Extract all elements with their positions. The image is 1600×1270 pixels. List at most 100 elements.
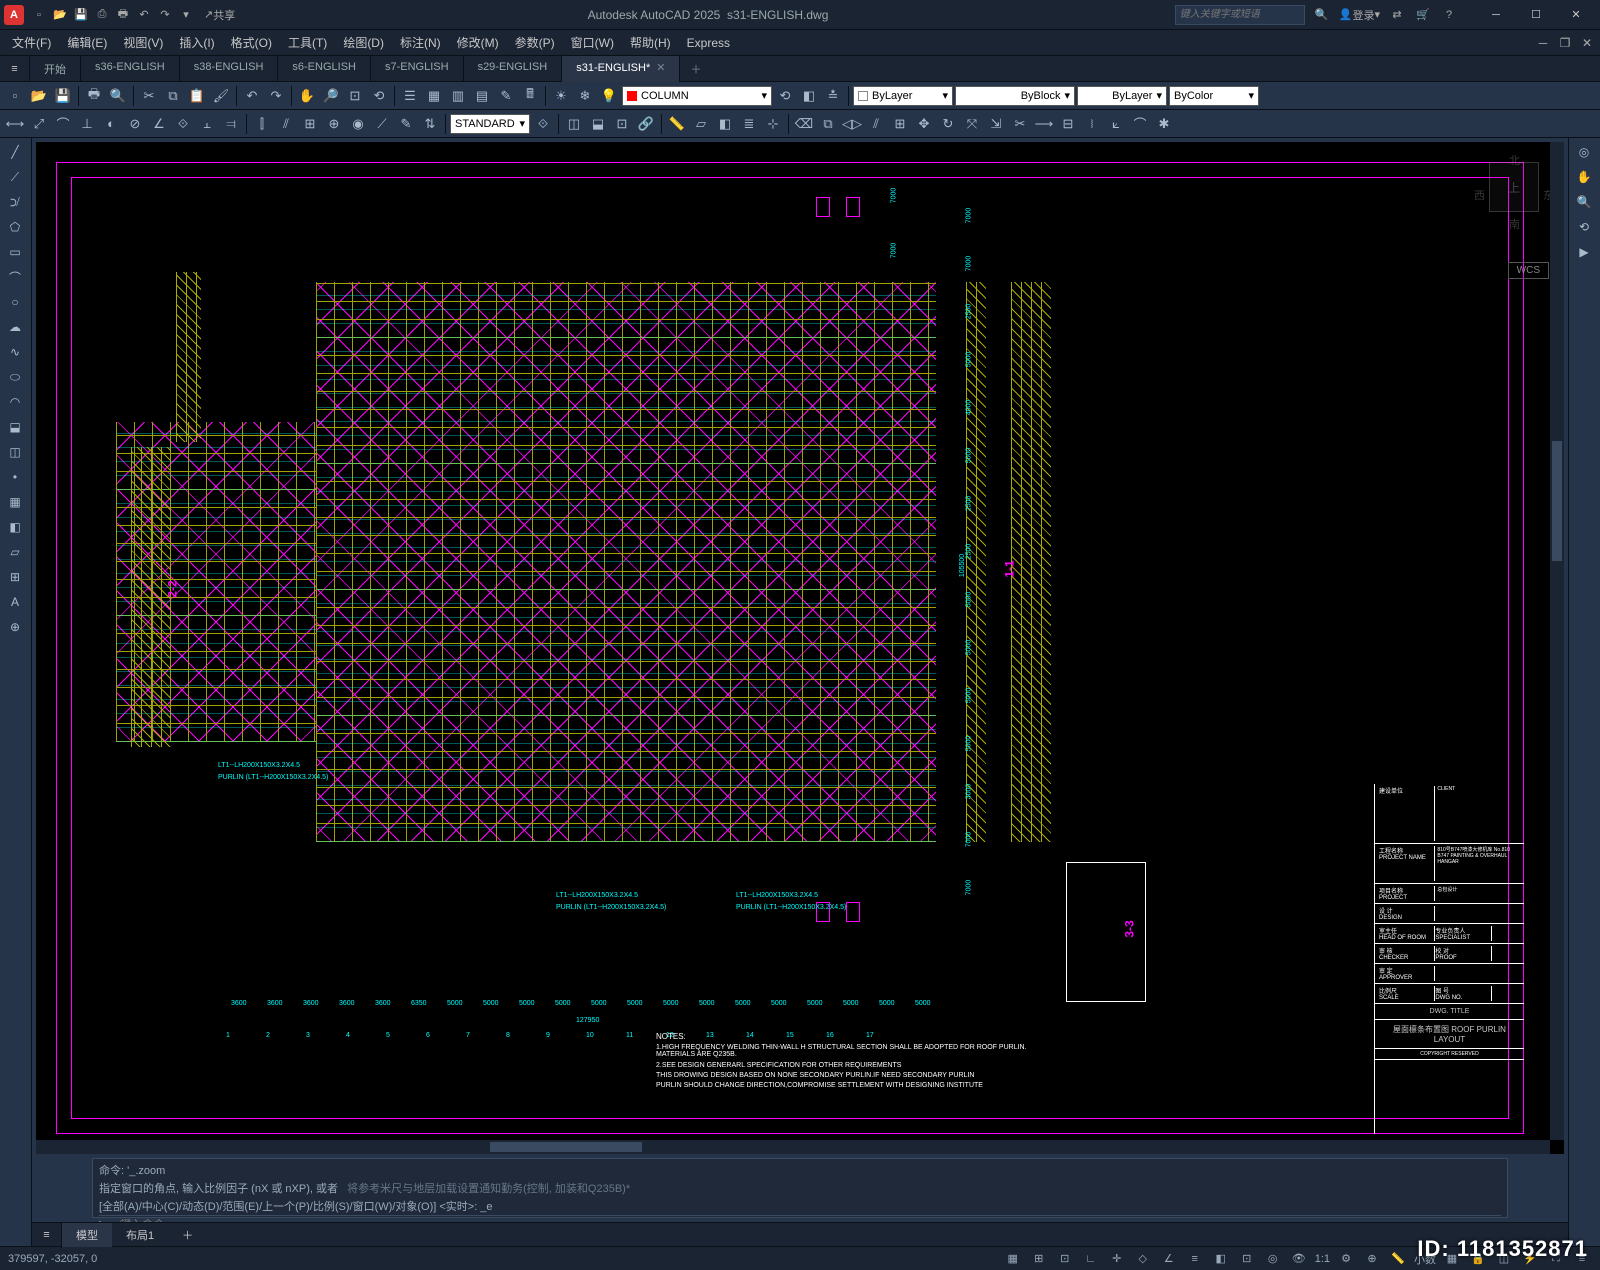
jog-icon[interactable]: ⟋ <box>371 113 393 135</box>
color-dropdown[interactable]: ByLayer▾ <box>853 86 953 106</box>
dim-quick-icon[interactable]: ⟐ <box>172 113 194 135</box>
erase-icon[interactable]: ⌫ <box>793 113 815 135</box>
offset-icon[interactable]: ⫽ <box>865 113 887 135</box>
join-icon[interactable]: ⧘ <box>1081 113 1103 135</box>
pline-icon[interactable]: ⟉ <box>2 190 28 214</box>
snap-toggle-icon[interactable]: ⊡ <box>1055 1249 1075 1269</box>
qat-save-icon[interactable]: 💾 <box>72 6 90 24</box>
osnap-toggle-icon[interactable]: ◇ <box>1133 1249 1153 1269</box>
nav-pan-icon[interactable]: ✋ <box>1571 165 1597 189</box>
mtext-icon[interactable]: A <box>2 590 28 614</box>
insert-icon[interactable]: ⬓ <box>587 113 609 135</box>
id-icon[interactable]: ⊹ <box>762 113 784 135</box>
copy2-icon[interactable]: ⧉ <box>817 113 839 135</box>
app-store-icon[interactable]: 🛒 <box>1414 6 1432 24</box>
app-icon[interactable]: A <box>4 5 24 25</box>
plotstyle-dropdown[interactable]: ByColor▾ <box>1169 86 1259 106</box>
undo-icon[interactable]: ↶ <box>241 85 263 107</box>
menu-帮助[interactable]: 帮助(H) <box>622 32 679 54</box>
line-icon[interactable]: ╱ <box>2 140 28 164</box>
trim-icon[interactable]: ✂ <box>1009 113 1031 135</box>
file-tab[interactable]: s6-ENGLISH <box>278 56 371 82</box>
edit-attr-icon[interactable]: ⊡ <box>611 113 633 135</box>
sc-toggle-icon[interactable]: ◎ <box>1263 1249 1283 1269</box>
qat-new-icon[interactable]: ▫ <box>30 6 48 24</box>
nav-showmotion-icon[interactable]: ▶ <box>1571 240 1597 264</box>
file-tab[interactable]: s31-ENGLISH*✕ <box>562 56 680 82</box>
viewcube-top[interactable]: 上 <box>1489 162 1539 212</box>
open-icon[interactable]: 📂 <box>28 85 50 107</box>
dim-linear-icon[interactable]: ⟷ <box>4 113 26 135</box>
tolerance-icon[interactable]: ⊞ <box>299 113 321 135</box>
close-button[interactable]: ✕ <box>1556 1 1596 29</box>
block-icon[interactable]: ◫ <box>563 113 585 135</box>
dim-space-icon[interactable]: ⫿ <box>251 113 273 135</box>
nav-wheel-icon[interactable]: ◎ <box>1571 140 1597 164</box>
add-tab-button[interactable]: ＋ <box>680 56 711 82</box>
file-tab[interactable]: s7-ENGLISH <box>371 56 464 82</box>
vertical-scrollbar[interactable] <box>1550 142 1564 1140</box>
explode-icon[interactable]: ✱ <box>1153 113 1175 135</box>
menu-编辑[interactable]: 编辑(E) <box>59 32 115 54</box>
wcs-label[interactable]: WCS <box>1508 262 1549 279</box>
polygon-icon[interactable]: ⬠ <box>2 215 28 239</box>
dim-aligned-icon[interactable]: ⤢ <box>28 113 50 135</box>
dimstyle-icon[interactable]: ⟐ <box>532 113 554 135</box>
mirror-icon[interactable]: ◁▷ <box>841 113 863 135</box>
arc-icon[interactable]: ⌒ <box>2 265 28 289</box>
dim-dia-icon[interactable]: ⊘ <box>124 113 146 135</box>
dim-ang-icon[interactable]: ∠ <box>148 113 170 135</box>
ortho-toggle-icon[interactable]: ∟ <box>1081 1249 1101 1269</box>
horizontal-scrollbar[interactable] <box>36 1140 1550 1154</box>
login-button[interactable]: 👤 登录 ▾ <box>1339 6 1380 24</box>
area-icon[interactable]: ▱ <box>690 113 712 135</box>
grid-toggle-icon[interactable]: ⊞ <box>1029 1249 1049 1269</box>
array-icon[interactable]: ⊞ <box>889 113 911 135</box>
paste-icon[interactable]: 📋 <box>186 85 208 107</box>
menu-视图[interactable]: 视图(V) <box>115 32 171 54</box>
menu-格式[interactable]: 格式(O) <box>223 32 280 54</box>
ellipse-arc-icon[interactable]: ◠ <box>2 390 28 414</box>
center-icon[interactable]: ⊕ <box>323 113 345 135</box>
menu-express[interactable]: Express <box>679 32 738 54</box>
layer-off-icon[interactable]: 💡 <box>598 85 620 107</box>
region2-icon[interactable]: ▱ <box>2 540 28 564</box>
dim-rad-icon[interactable]: ◐ <box>100 113 122 135</box>
polar-toggle-icon[interactable]: ✛ <box>1107 1249 1127 1269</box>
layer-prev-icon[interactable]: ⟲ <box>774 85 796 107</box>
qcalc-icon[interactable]: 🖩 <box>519 85 541 107</box>
nav-zoom-icon[interactable]: 🔍 <box>1571 190 1597 214</box>
minimize-button[interactable]: ─ <box>1476 1 1516 29</box>
help-icon[interactable]: ? <box>1440 6 1458 24</box>
dim-break-icon[interactable]: ⫽ <box>275 113 297 135</box>
xref-icon[interactable]: 🔗 <box>635 113 657 135</box>
stretch-icon[interactable]: ⇲ <box>985 113 1007 135</box>
layer-freeze-icon[interactable]: ❄ <box>574 85 596 107</box>
extend-icon[interactable]: ⟶ <box>1033 113 1055 135</box>
coords-display[interactable]: 379597, -32057, 0 <box>8 1253 97 1265</box>
plot-icon[interactable]: 🖶 <box>83 85 105 107</box>
layer-iso-icon[interactable]: ◧ <box>798 85 820 107</box>
dimtedit-icon[interactable]: ⇅ <box>419 113 441 135</box>
tab-model[interactable]: 模型 <box>62 1223 112 1247</box>
dimedit-icon[interactable]: ✎ <box>395 113 417 135</box>
zoom-prev-icon[interactable]: ⟲ <box>368 85 390 107</box>
zoom-rt-icon[interactable]: 🔎 <box>320 85 342 107</box>
nav-orbit-icon[interactable]: ⟲ <box>1571 215 1597 239</box>
ws-switch-icon[interactable]: ⚙ <box>1336 1249 1356 1269</box>
fillet-icon[interactable]: ⌒ <box>1129 113 1151 135</box>
anno-scale[interactable]: 1:1 <box>1315 1253 1330 1265</box>
new-icon[interactable]: ▫ <box>4 85 26 107</box>
menu-参数[interactable]: 参数(P) <box>507 32 563 54</box>
qp-toggle-icon[interactable]: ⊡ <box>1237 1249 1257 1269</box>
linetype-dropdown[interactable]: ByBlock▾ <box>955 86 1075 106</box>
ellipse-icon[interactable]: ⬭ <box>2 365 28 389</box>
tab-close-icon[interactable]: ✕ <box>656 62 665 74</box>
dim-ord-icon[interactable]: ⊥ <box>76 113 98 135</box>
add-layout-button[interactable]: ＋ <box>168 1223 207 1247</box>
maximize-button[interactable]: ☐ <box>1516 1 1556 29</box>
dc-icon[interactable]: ▦ <box>423 85 445 107</box>
file-tab[interactable]: s29-ENGLISH <box>464 56 563 82</box>
layer-mgr-icon[interactable]: ☀ <box>550 85 572 107</box>
anno-vis-icon[interactable]: 👁 <box>1289 1249 1309 1269</box>
